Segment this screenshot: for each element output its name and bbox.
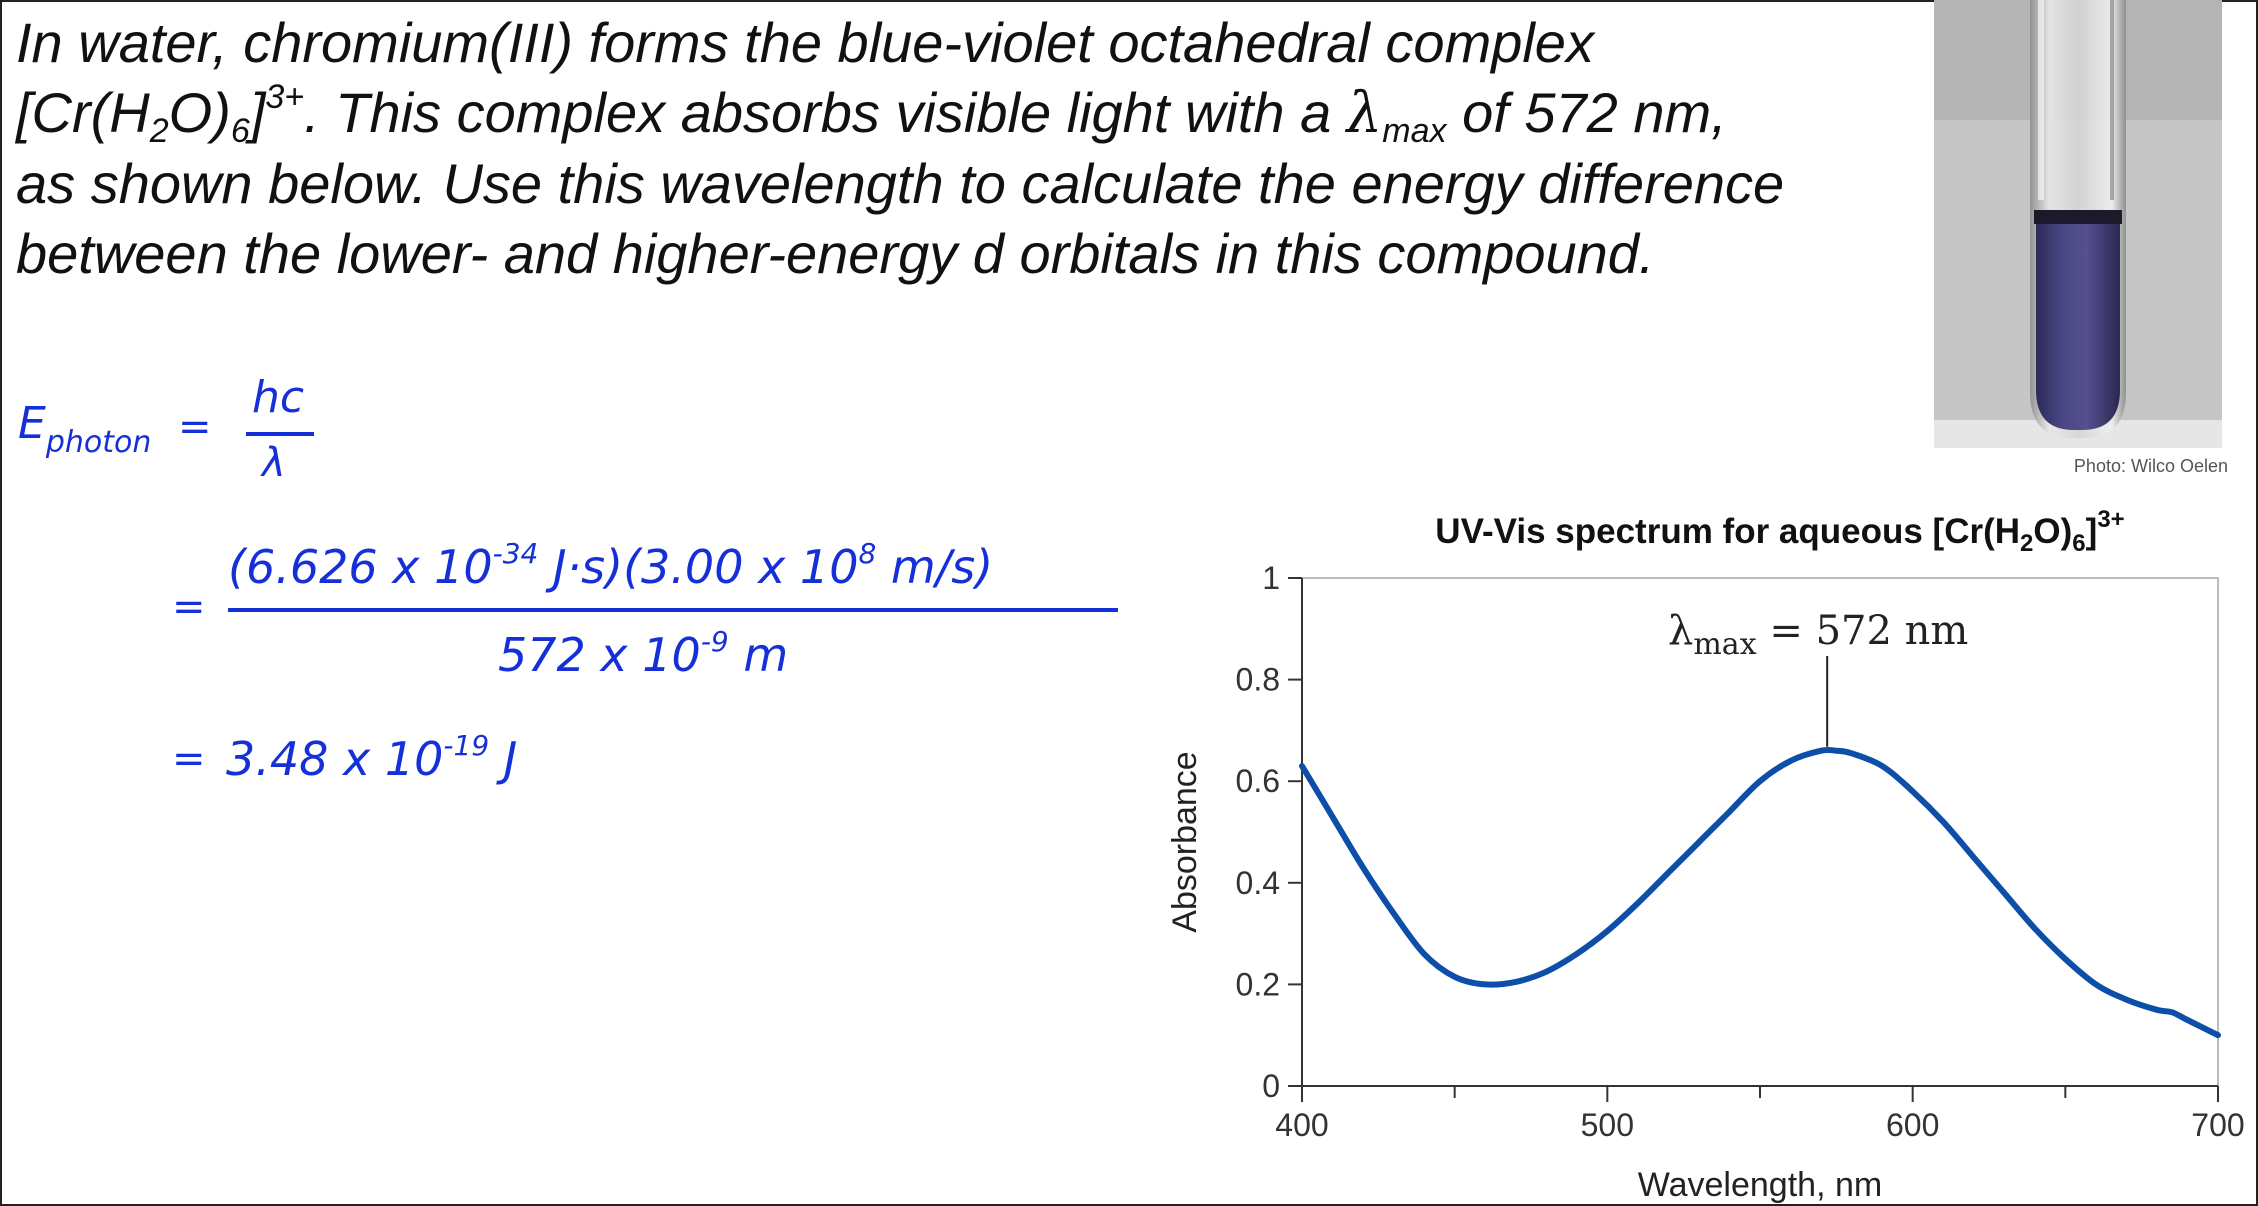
equals-1: = <box>178 404 212 450</box>
problem-line-3: as shown below. Use this wavelength to c… <box>16 152 1785 215</box>
fraction-bar-1 <box>246 432 314 436</box>
problem-statement: In water, chromium(III) forms the blue-v… <box>16 8 1936 289</box>
x-tick-label-700: 700 <box>2191 1107 2244 1143</box>
chart-title-b: O) <box>2033 512 2073 551</box>
formula-close: ] <box>249 81 266 144</box>
x-tick-label-500: 500 <box>1581 1107 1634 1143</box>
e-subscript: photon <box>45 425 152 460</box>
formula-charge: 3+ <box>265 78 305 116</box>
formula-open: [Cr(H <box>16 81 150 144</box>
numerator-expression: (6.626 x 10-34 J·s)(3.00 x 108 m/s) <box>228 537 994 595</box>
problem-line-2: [Cr(H2O)6]3+. This complex absorbs visib… <box>16 78 1936 149</box>
numerator-part-b: J·s)(3.00 x 10 <box>538 540 859 594</box>
annotation-value: = 572 nm <box>1757 608 1969 654</box>
lambda-symbol: λ <box>1346 81 1383 146</box>
formula-mid: O) <box>168 81 231 144</box>
test-tube-photo <box>1934 0 2222 448</box>
result-exp: -19 <box>443 729 490 762</box>
y-tick-label-0: 0 <box>1262 1068 1280 1104</box>
y-axis-label: Absorbance <box>1166 751 1204 932</box>
x-tick-label-600: 600 <box>1886 1107 1939 1143</box>
lambda-denominator: λ <box>262 440 286 486</box>
absorbance-series-line <box>1299 746 2221 1039</box>
y-tick-label-0.8: 0.8 <box>1236 662 1280 698</box>
denominator-part-b: m <box>728 628 789 682</box>
problem-line-2a: . This complex absorbs visible light wit… <box>304 81 1347 144</box>
lambda-max-annotation: λmax = 572 nm <box>1668 608 1968 662</box>
numerator-exp-a: -34 <box>492 537 539 570</box>
formula-sub-2: 2 <box>149 112 169 150</box>
result-expression: 3.48 x 10-19 J <box>226 729 518 787</box>
problem-line-4: between the lower- and higher-energy d o… <box>16 222 1655 285</box>
fraction-bar-2 <box>228 608 1118 612</box>
x-axis-label: Wavelength, nm <box>1638 1166 1882 1204</box>
chart-title-charge: 3+ <box>2097 506 2125 533</box>
problem-line-2b: of 572 nm, <box>1446 81 1727 144</box>
numerator-part-a: (6.626 x 10 <box>228 540 493 594</box>
equals-2: = <box>172 584 206 630</box>
chart-title-a: UV-Vis spectrum for aqueous [Cr(H <box>1435 512 2021 551</box>
y-tick-label-0.4: 0.4 <box>1236 865 1280 901</box>
y-tick-label-1: 1 <box>1262 560 1280 596</box>
y-tick-label-0.2: 0.2 <box>1236 966 1280 1002</box>
denominator-exp: -9 <box>700 625 729 658</box>
denominator-expression: 572 x 10-9 m <box>498 625 789 683</box>
e-symbol: E <box>18 398 46 449</box>
photo-credit: Photo: Wilco Oelen <box>2073 456 2228 476</box>
y-tick-label-0.6: 0.6 <box>1236 763 1280 799</box>
formula-sub-6: 6 <box>230 112 250 150</box>
denominator-part-a: 572 x 10 <box>498 628 701 682</box>
chart-title-c: ] <box>2085 512 2098 551</box>
result-part-b: J <box>489 732 518 786</box>
problem-line-1: In water, chromium(III) forms the blue-v… <box>16 11 1594 74</box>
chart-title: UV-Vis spectrum for aqueous [Cr(H2O)6]3+ <box>1300 508 2258 556</box>
numerator-exp-b: 8 <box>858 537 877 570</box>
annotation-lambda: λ <box>1668 608 1693 654</box>
test-tube-illustration <box>1934 0 2222 448</box>
chart-title-sub-6: 6 <box>2072 530 2086 557</box>
hc-numerator: hc <box>252 372 305 423</box>
result-part-a: 3.48 x 10 <box>226 732 444 786</box>
plot-frame <box>1301 577 2219 1087</box>
numerator-part-c: m/s) <box>876 540 994 594</box>
annotation-sub: max <box>1693 627 1756 662</box>
e-photon-label: Ephoton <box>18 398 151 458</box>
chart-title-sub-2: 2 <box>2020 530 2034 557</box>
x-tick-label-400: 400 <box>1275 1107 1328 1143</box>
equals-3: = <box>172 736 206 782</box>
lambda-sub: max <box>1382 112 1447 150</box>
